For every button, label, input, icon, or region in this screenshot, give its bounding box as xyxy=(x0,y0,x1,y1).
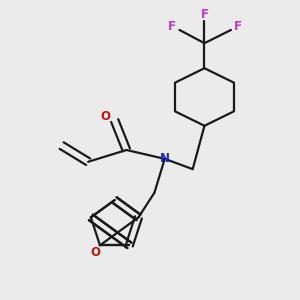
Text: N: N xyxy=(160,152,170,165)
Text: O: O xyxy=(101,110,111,123)
Text: F: F xyxy=(234,20,242,34)
Text: F: F xyxy=(200,8,208,21)
Text: F: F xyxy=(168,20,176,34)
Text: O: O xyxy=(91,246,100,259)
